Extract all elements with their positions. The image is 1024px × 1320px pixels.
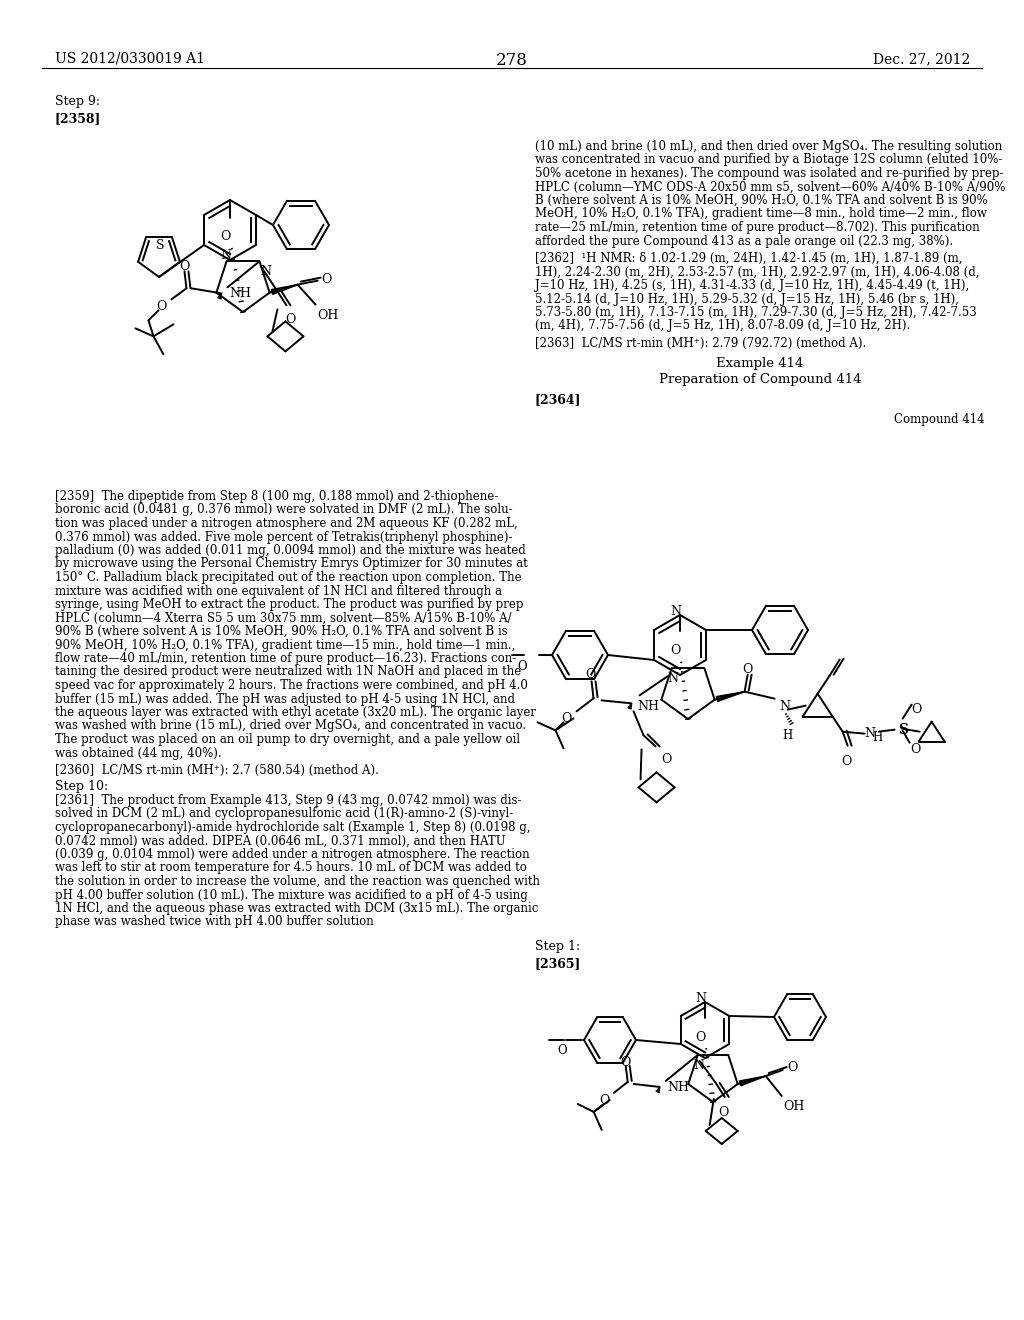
Text: OH: OH	[783, 1100, 805, 1113]
Text: OH: OH	[317, 309, 339, 322]
Text: mixture was acidified with one equivalent of 1N HCl and filtered through a: mixture was acidified with one equivalen…	[55, 585, 502, 598]
Text: pH 4.00 buffer solution (10 mL). The mixture was acidified to a pH of 4-5 using: pH 4.00 buffer solution (10 mL). The mix…	[55, 888, 527, 902]
Text: O: O	[517, 660, 526, 673]
Text: solved in DCM (2 mL) and cyclopropanesulfonic acid (1(R)-amino-2 (S)-vinyl-: solved in DCM (2 mL) and cyclopropanesul…	[55, 808, 513, 821]
Text: O: O	[561, 713, 572, 726]
Text: O: O	[695, 1031, 706, 1044]
Text: O: O	[600, 1094, 610, 1107]
Text: N: N	[779, 700, 791, 713]
Text: [2359]  The dipeptide from Step 8 (100 mg, 0.188 mmol) and 2-thiophene-: [2359] The dipeptide from Step 8 (100 mg…	[55, 490, 499, 503]
Text: 1H), 2.24-2.30 (m, 2H), 2.53-2.57 (m, 1H), 2.92-2.97 (m, 1H), 4.06-4.08 (d,: 1H), 2.24-2.30 (m, 2H), 2.53-2.57 (m, 1H…	[535, 265, 980, 279]
Text: Step 1:: Step 1:	[535, 940, 581, 953]
Text: the solution in order to increase the volume, and the reaction was quenched with: the solution in order to increase the vo…	[55, 875, 540, 888]
Text: [2361]  The product from Example 413, Step 9 (43 mg, 0.0742 mmol) was dis-: [2361] The product from Example 413, Ste…	[55, 795, 521, 807]
Text: phase was washed twice with pH 4.00 buffer solution: phase was washed twice with pH 4.00 buff…	[55, 916, 374, 928]
Text: O: O	[910, 743, 921, 755]
Text: NH: NH	[638, 701, 659, 713]
Text: HPLC (column—YMC ODS-A 20x50 mm s5, solvent—60% A/40% B-10% A/90%: HPLC (column—YMC ODS-A 20x50 mm s5, solv…	[535, 181, 1006, 194]
Text: O: O	[662, 754, 672, 767]
Text: N: N	[260, 265, 271, 279]
Text: [2360]  LC/MS rt-min (MH⁺): 2.7 (580.54) (method A).: [2360] LC/MS rt-min (MH⁺): 2.7 (580.54) …	[55, 764, 379, 777]
Text: O: O	[670, 644, 680, 657]
Text: rate—25 mL/min, retention time of pure product—8.702). This purification: rate—25 mL/min, retention time of pure p…	[535, 220, 980, 234]
Text: O: O	[621, 1056, 631, 1069]
Text: [2362]  ¹H NMR: δ 1.02-1.29 (m, 24H), 1.42-1.45 (m, 1H), 1.87-1.89 (m,: [2362] ¹H NMR: δ 1.02-1.29 (m, 24H), 1.4…	[535, 252, 963, 265]
Text: S: S	[898, 722, 907, 737]
Text: S: S	[156, 239, 164, 252]
Text: NH: NH	[229, 288, 252, 301]
Text: US 2012/0330019 A1: US 2012/0330019 A1	[55, 51, 205, 66]
Text: O: O	[557, 1044, 567, 1057]
Text: was washed with brine (15 mL), dried over MgSO₄, and concentrated in vacuo.: was washed with brine (15 mL), dried ove…	[55, 719, 526, 733]
Text: afforded the pure Compound 413 as a pale orange oil (22.3 mg, 38%).: afforded the pure Compound 413 as a pale…	[535, 235, 953, 248]
Text: flow rate—40 mL/min, retention time of pure product—16.23). Fractions con-: flow rate—40 mL/min, retention time of p…	[55, 652, 516, 665]
Text: speed vac for approximately 2 hours. The fractions were combined, and pH 4.0: speed vac for approximately 2 hours. The…	[55, 678, 528, 692]
Text: Preparation of Compound 414: Preparation of Compound 414	[658, 374, 861, 385]
Text: was concentrated in vacuo and purified by a Biotage 12S column (eluted 10%-: was concentrated in vacuo and purified b…	[535, 153, 1002, 166]
Text: Compound 414: Compound 414	[894, 413, 985, 426]
Text: N: N	[695, 993, 707, 1005]
Text: 0.376 mmol) was added. Five mole percent of Tetrakis(triphenyl phosphine)-: 0.376 mmol) was added. Five mole percent…	[55, 531, 512, 544]
Text: N: N	[671, 605, 682, 618]
Text: 150° C. Palladium black precipitated out of the reaction upon completion. The: 150° C. Palladium black precipitated out…	[55, 572, 521, 583]
Text: O: O	[742, 663, 753, 676]
Text: tion was placed under a nitrogen atmosphere and 2M aqueous KF (0.282 mL,: tion was placed under a nitrogen atmosph…	[55, 517, 518, 531]
Text: N: N	[693, 1059, 705, 1072]
Text: The product was placed on an oil pump to dry overnight, and a pale yellow oil: The product was placed on an oil pump to…	[55, 733, 520, 746]
Text: [2363]  LC/MS rt-min (MH⁺): 2.79 (792.72) (method A).: [2363] LC/MS rt-min (MH⁺): 2.79 (792.72)…	[535, 337, 866, 350]
Text: N: N	[220, 249, 231, 261]
Text: 90% MeOH, 10% H₂O, 0.1% TFA), gradient time—15 min., hold time—1 min.,: 90% MeOH, 10% H₂O, 0.1% TFA), gradient t…	[55, 639, 515, 652]
Text: Dec. 27, 2012: Dec. 27, 2012	[872, 51, 970, 66]
Text: taining the desired product were neutralized with 1N NaOH and placed in the: taining the desired product were neutral…	[55, 665, 521, 678]
Text: B (where solvent A is 10% MeOH, 90% H₂O, 0.1% TFA and solvent B is 90%: B (where solvent A is 10% MeOH, 90% H₂O,…	[535, 194, 988, 207]
Text: 1N HCl, and the aqueous phase was extracted with DCM (3x15 mL). The organic: 1N HCl, and the aqueous phase was extrac…	[55, 902, 539, 915]
Text: palladium (0) was added (0.011 mg, 0.0094 mmol) and the mixture was heated: palladium (0) was added (0.011 mg, 0.009…	[55, 544, 525, 557]
Text: O: O	[322, 273, 332, 285]
Text: syringe, using MeOH to extract the product. The product was purified by prep: syringe, using MeOH to extract the produ…	[55, 598, 523, 611]
Polygon shape	[271, 285, 298, 294]
Text: H: H	[872, 731, 883, 743]
Text: O: O	[220, 230, 230, 243]
Text: (m, 4H), 7.75-7.56 (d, J=5 Hz, 1H), 8.07-8.09 (d, J=10 Hz, 2H).: (m, 4H), 7.75-7.56 (d, J=5 Hz, 1H), 8.07…	[535, 319, 910, 333]
Text: O: O	[719, 1106, 729, 1119]
Text: [2358]: [2358]	[55, 112, 101, 125]
Text: O: O	[842, 755, 852, 768]
Text: 50% acetone in hexanes). The compound was isolated and re-purified by prep-: 50% acetone in hexanes). The compound wa…	[535, 168, 1004, 180]
Text: Step 9:: Step 9:	[55, 95, 100, 108]
Text: was left to stir at room temperature for 4.5 hours. 10 mL of DCM was added to: was left to stir at room temperature for…	[55, 862, 527, 874]
Text: 278: 278	[496, 51, 528, 69]
Text: was obtained (44 mg, 40%).: was obtained (44 mg, 40%).	[55, 747, 221, 759]
Polygon shape	[739, 1076, 766, 1086]
Text: 5.12-5.14 (d, J=10 Hz, 1H), 5.29-5.32 (d, J=15 Hz, 1H), 5.46 (br s, 1H),: 5.12-5.14 (d, J=10 Hz, 1H), 5.29-5.32 (d…	[535, 293, 959, 305]
Text: O: O	[911, 702, 922, 715]
Text: (0.039 g, 0.0104 mmol) were added under a nitrogen atmosphere. The reaction: (0.039 g, 0.0104 mmol) were added under …	[55, 847, 529, 861]
Text: 0.0742 mmol) was added. DIPEA (0.0646 mL, 0.371 mmol), and then HATU: 0.0742 mmol) was added. DIPEA (0.0646 mL…	[55, 834, 506, 847]
Text: O: O	[286, 313, 296, 326]
Text: the aqueous layer was extracted with ethyl acetate (3x20 mL). The organic layer: the aqueous layer was extracted with eth…	[55, 706, 536, 719]
Text: N: N	[668, 672, 679, 685]
Text: N: N	[864, 726, 876, 739]
Text: O: O	[157, 301, 167, 313]
Text: by microwave using the Personal Chemistry Emrys Optimizer for 30 minutes at: by microwave using the Personal Chemistr…	[55, 557, 527, 570]
Text: 90% B (where solvent A is 10% MeOH, 90% H₂O, 0.1% TFA and solvent B is: 90% B (where solvent A is 10% MeOH, 90% …	[55, 624, 508, 638]
Text: HPLC (column—4 Xterra S5 5 um 30x75 mm, solvent—85% A/15% B-10% A/: HPLC (column—4 Xterra S5 5 um 30x75 mm, …	[55, 611, 512, 624]
Text: NH: NH	[668, 1081, 690, 1094]
Text: [2364]: [2364]	[535, 393, 582, 407]
Text: O: O	[586, 668, 596, 681]
Text: boronic acid (0.0481 g, 0.376 mmol) were solvated in DMF (2 mL). The solu-: boronic acid (0.0481 g, 0.376 mmol) were…	[55, 503, 513, 516]
Text: O: O	[787, 1061, 798, 1074]
Text: Step 10:: Step 10:	[55, 780, 109, 793]
Text: J=10 Hz, 1H), 4.25 (s, 1H), 4.31-4.33 (d, J=10 Hz, 1H), 4.45-4.49 (t, 1H),: J=10 Hz, 1H), 4.25 (s, 1H), 4.31-4.33 (d…	[535, 279, 970, 292]
Text: (10 mL) and brine (10 mL), and then dried over MgSO₄. The resulting solution: (10 mL) and brine (10 mL), and then drie…	[535, 140, 1002, 153]
Text: buffer (15 mL) was added. The pH was adjusted to pH 4-5 using 1N HCl, and: buffer (15 mL) was added. The pH was adj…	[55, 693, 515, 705]
Text: O: O	[179, 260, 189, 273]
Text: Example 414: Example 414	[717, 356, 804, 370]
Polygon shape	[717, 692, 744, 701]
Text: H: H	[782, 729, 793, 742]
Text: [2365]: [2365]	[535, 957, 582, 970]
Text: cyclopropanecarbonyl)-amide hydrochloride salt (Example 1, Step 8) (0.0198 g,: cyclopropanecarbonyl)-amide hydrochlorid…	[55, 821, 530, 834]
Text: MeOH, 10% H₂O, 0.1% TFA), gradient time—8 min., hold time—2 min., flow: MeOH, 10% H₂O, 0.1% TFA), gradient time—…	[535, 207, 987, 220]
Text: 5.73-5.80 (m, 1H), 7.13-7.15 (m, 1H), 7.29-7.30 (d, J=5 Hz, 2H), 7.42-7.53: 5.73-5.80 (m, 1H), 7.13-7.15 (m, 1H), 7.…	[535, 306, 977, 319]
